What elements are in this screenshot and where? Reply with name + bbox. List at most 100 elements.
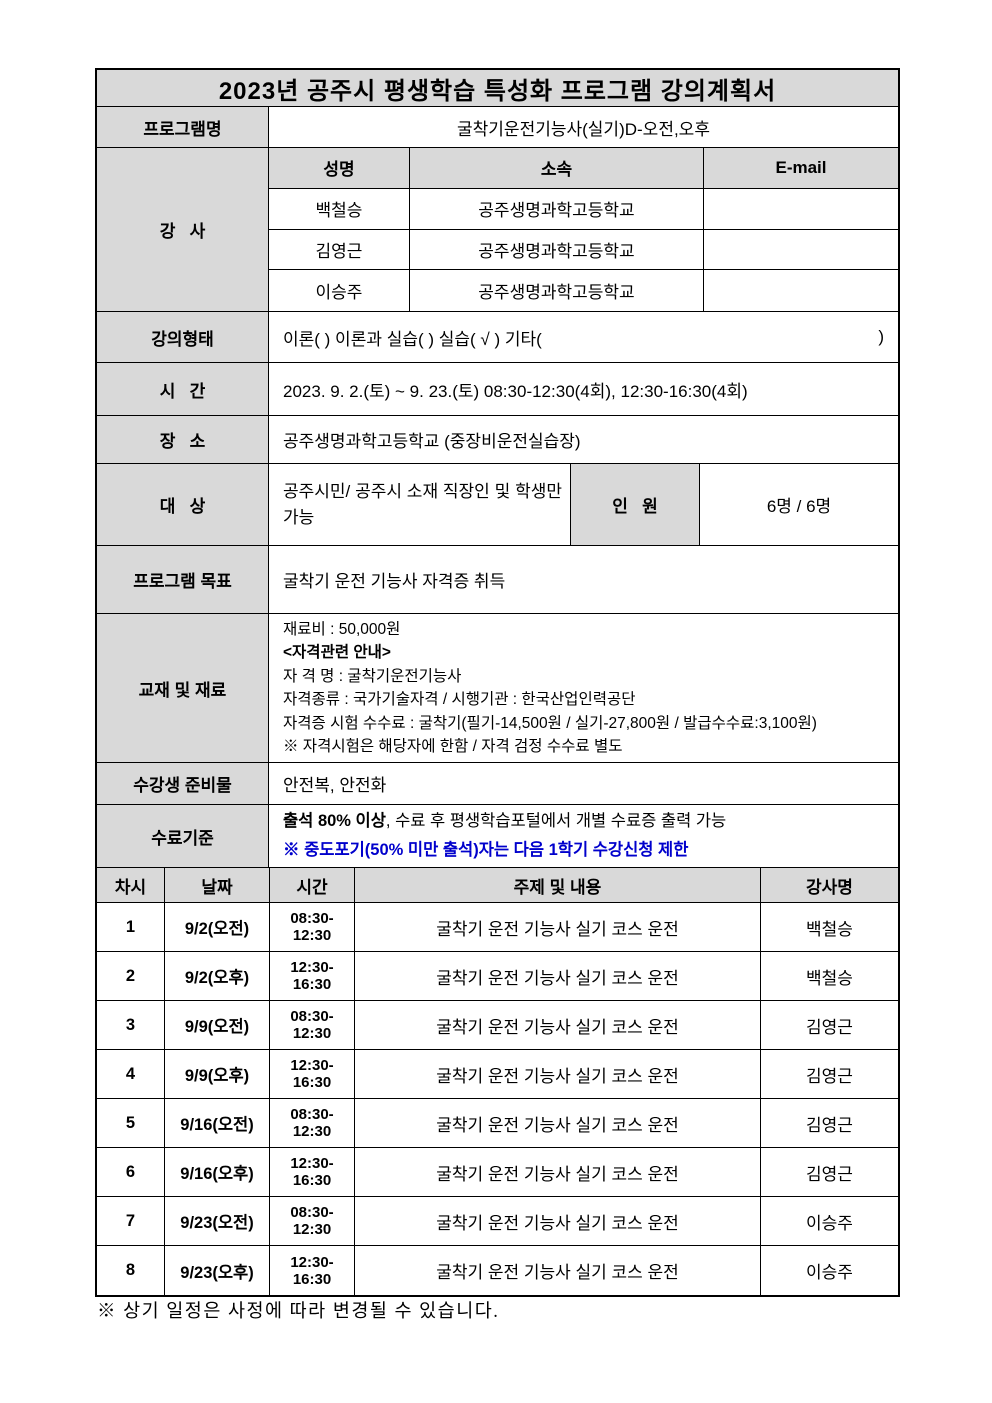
session-topic: 굴착기 운전 기능사 실기 코스 운전 bbox=[355, 952, 761, 1000]
session-time-start: 08:30- bbox=[290, 1008, 334, 1025]
session-instructor: 백철승 bbox=[806, 919, 853, 939]
session-instructor: 백철승 bbox=[806, 968, 853, 988]
session-time-end: 12:30 bbox=[292, 927, 332, 944]
session-instructor: 김영근 bbox=[806, 1017, 853, 1037]
session-instructor: 김영근 bbox=[806, 1164, 853, 1184]
capacity-label: 인 원 bbox=[571, 464, 700, 545]
schedule-column-time: 시간 bbox=[270, 868, 355, 902]
instructor-affiliation: 공주생명과학고등학교 bbox=[410, 188, 704, 229]
completion-line1: 출석 80% 이상, 수료 후 평생학습포털에서 개별 수료증 출력 가능 bbox=[283, 807, 726, 836]
column-header-affiliation: 소속 bbox=[410, 148, 704, 188]
session-time: 08:30- 12:30 bbox=[270, 1001, 355, 1049]
column-header-email: E-mail bbox=[775, 157, 827, 177]
session-no: 1 bbox=[97, 903, 165, 951]
schedule-header-row: 차시 날짜 시간 주제 및 내용 강사명 bbox=[97, 868, 898, 903]
completion-value: 출석 80% 이상, 수료 후 평생학습포털에서 개별 수료증 출력 가능 ※ … bbox=[269, 805, 898, 867]
schedule-row: 2 9/2(오후) 12:30- 16:30 굴착기 운전 기능사 실기 코스 운… bbox=[97, 952, 898, 1001]
session-date: 9/16(오후) bbox=[165, 1148, 270, 1196]
supplies-value: 안전복, 안전화 bbox=[283, 776, 387, 795]
session-date: 9/23(오전) bbox=[165, 1197, 270, 1245]
capacity-value: 6명 / 6명 bbox=[766, 497, 832, 516]
program-label: 프로그램명 bbox=[97, 107, 269, 147]
instructor-name: 백철승 bbox=[269, 188, 410, 229]
session-time-start: 12:30- bbox=[290, 1253, 334, 1271]
session-time-start: 12:30- bbox=[290, 1057, 334, 1074]
session-instructor: 김영근 bbox=[806, 1115, 853, 1135]
schedule-column-date: 날짜 bbox=[165, 868, 270, 902]
program-row: 프로그램명 굴착기운전기능사(실기)D-오전,오후 bbox=[97, 107, 898, 148]
time-row: 시 간 2023. 9. 2.(토) ~ 9. 23.(토) 08:30-12:… bbox=[97, 363, 898, 416]
lecture-type-close-paren: ) bbox=[878, 327, 884, 346]
materials-line-exam-fee: 자격증 시험 수수료 : 굴착기(필기-14,500원 / 실기-27,800원… bbox=[283, 714, 817, 732]
session-time: 12:30- 16:30 bbox=[270, 952, 355, 1000]
lecture-plan-table: 2023년 공주시 평생학습 특성화 프로그램 강의계획서 프로그램명 굴착기운… bbox=[95, 68, 900, 1297]
instructor-affiliation: 공주생명과학고등학교 bbox=[410, 229, 704, 270]
session-date: 9/9(오전) bbox=[165, 1001, 270, 1049]
lecture-type-options: 이론( ) 이론과 실습( ) 실습( √ ) 기타( bbox=[283, 329, 542, 349]
session-topic: 굴착기 운전 기능사 실기 코스 운전 bbox=[355, 1197, 761, 1245]
schedule-row: 4 9/9(오후) 12:30- 16:30 굴착기 운전 기능사 실기 코스 운… bbox=[97, 1050, 898, 1099]
session-no: 7 bbox=[97, 1197, 165, 1245]
instructors-label: 강 사 bbox=[97, 148, 269, 311]
session-no: 2 bbox=[97, 952, 165, 1000]
materials-label: 교재 및 재료 bbox=[97, 614, 269, 762]
goal-value: 굴착기 운전 기능사 자격증 취득 bbox=[283, 572, 506, 591]
schedule-row: 6 9/16(오후) 12:30- 16:30 굴착기 운전 기능사 실기 코스 … bbox=[97, 1148, 898, 1197]
session-time-start: 08:30- bbox=[290, 910, 334, 927]
session-time: 08:30- 12:30 bbox=[270, 1197, 355, 1245]
goal-row: 프로그램 목표 굴착기 운전 기능사 자격증 취득 bbox=[97, 546, 898, 614]
schedule-column-instructor: 강사명 bbox=[806, 877, 853, 897]
instructor-name: 이승주 bbox=[269, 270, 410, 311]
session-time-end: 16:30 bbox=[292, 1074, 332, 1091]
completion-line1-bold: 출석 80% 이상 bbox=[283, 812, 386, 830]
lecture-type-value: 이론( ) 이론과 실습( ) 실습( √ ) 기타( ) bbox=[269, 312, 898, 362]
session-time-start: 12:30- bbox=[290, 1155, 334, 1172]
place-row: 장 소 공주생명과학고등학교 (중장비운전실습장) bbox=[97, 416, 898, 464]
session-time-start: 08:30- bbox=[290, 1204, 334, 1221]
session-instructor: 김영근 bbox=[806, 1066, 853, 1086]
time-label: 시 간 bbox=[97, 363, 269, 415]
document-title: 2023년 공주시 평생학습 특성화 프로그램 강의계획서 bbox=[97, 70, 898, 106]
title-row: 2023년 공주시 평생학습 특성화 프로그램 강의계획서 bbox=[97, 70, 898, 107]
schedule-row: 1 9/2(오전) 08:30- 12:30 굴착기 운전 기능사 실기 코스 운… bbox=[97, 903, 898, 952]
session-time-start: 08:30- bbox=[290, 1106, 334, 1123]
completion-line2-warning: ※ 중도포기(50% 미만 출석)자는 다음 1학기 수강신청 제한 bbox=[283, 841, 689, 859]
materials-value: 재료비 : 50,000원 <자격관련 안내> 자 격 명 : 굴착기운전기능사… bbox=[269, 614, 898, 762]
session-time-end: 16:30 bbox=[292, 1270, 332, 1288]
session-date: 9/23(오후) bbox=[165, 1246, 270, 1295]
session-topic: 굴착기 운전 기능사 실기 코스 운전 bbox=[355, 1001, 761, 1049]
target-label: 대 상 bbox=[97, 464, 269, 545]
schedule-change-footnote: ※ 상기 일정은 사정에 따라 변경될 수 있습니다. bbox=[97, 1302, 500, 1322]
session-time-end: 12:30 bbox=[292, 1221, 332, 1238]
instructor-affiliation: 공주생명과학고등학교 bbox=[410, 270, 704, 311]
completion-label: 수료기준 bbox=[97, 805, 269, 867]
materials-line-note: ※ 자격시험은 해당자에 한함 / 자격 검정 수수료 별도 bbox=[283, 738, 623, 755]
session-time: 12:30- 16:30 bbox=[270, 1148, 355, 1196]
session-time-end: 16:30 bbox=[292, 1172, 332, 1189]
session-time: 12:30- 16:30 bbox=[270, 1246, 355, 1295]
materials-line-fee: 재료비 : 50,000원 bbox=[283, 620, 401, 638]
materials-row: 교재 및 재료 재료비 : 50,000원 <자격관련 안내> 자 격 명 : … bbox=[97, 614, 898, 763]
session-topic: 굴착기 운전 기능사 실기 코스 운전 bbox=[355, 1246, 761, 1295]
session-topic: 굴착기 운전 기능사 실기 코스 운전 bbox=[355, 1099, 761, 1147]
session-date: 9/9(오후) bbox=[165, 1050, 270, 1098]
goal-label: 프로그램 목표 bbox=[97, 546, 269, 613]
instructor-row: 이승주 공주생명과학고등학교 bbox=[269, 270, 898, 311]
session-topic: 굴착기 운전 기능사 실기 코스 운전 bbox=[355, 1148, 761, 1196]
session-no: 6 bbox=[97, 1148, 165, 1196]
materials-line-cert-name: 자 격 명 : 굴착기운전기능사 bbox=[283, 667, 462, 685]
completion-line1-rest: , 수료 후 평생학습포털에서 개별 수료증 출력 가능 bbox=[385, 812, 727, 830]
session-time: 12:30- 16:30 bbox=[270, 1050, 355, 1098]
materials-line-cert-type: 자격종류 : 국가기술자격 / 시행기관 : 한국산업인력공단 bbox=[283, 691, 636, 708]
place-value: 공주생명과학고등학교 (중장비운전실습장) bbox=[283, 432, 581, 451]
instructors-header-row: 성명 소속 E-mail bbox=[269, 148, 898, 189]
session-time-end: 16:30 bbox=[292, 976, 332, 993]
session-time-end: 12:30 bbox=[292, 1123, 332, 1140]
target-value: 공주시민/ 공주시 소재 직장인 및 학생만 가능 bbox=[269, 464, 571, 545]
instructor-email bbox=[704, 270, 898, 311]
schedule-row: 8 9/23(오후) 12:30- 16:30 굴착기 운전 기능사 실기 코스 … bbox=[97, 1246, 898, 1295]
session-time-end: 12:30 bbox=[292, 1025, 332, 1042]
materials-line-notice-title: <자격관련 안내> bbox=[283, 644, 391, 661]
completion-row: 수료기준 출석 80% 이상, 수료 후 평생학습포털에서 개별 수료증 출력 … bbox=[97, 805, 898, 868]
